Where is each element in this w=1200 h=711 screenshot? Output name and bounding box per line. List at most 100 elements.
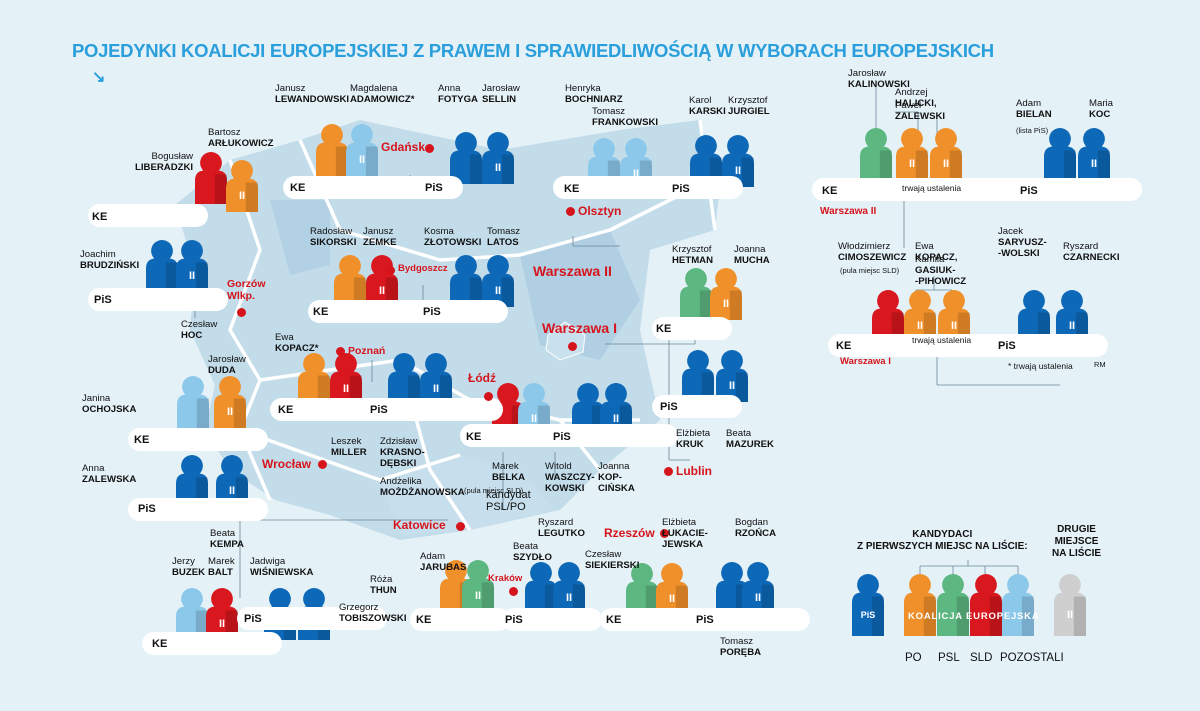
candidate-name: Beata SZYDŁO: [513, 541, 552, 563]
note-pula: (pula miejsc SLD): [840, 266, 900, 275]
ke-label: KE: [564, 183, 580, 195]
candidate-name: Bartosz ARŁUKOWICZ: [208, 127, 274, 149]
last-name: BIELAN: [1016, 109, 1052, 120]
first-name: Henryka: [565, 83, 601, 94]
person-icon: [334, 255, 366, 307]
city-name: Poznań: [348, 345, 386, 357]
second-place-label: II: [566, 592, 572, 604]
person-icon: [177, 376, 209, 428]
first-name: Anna: [82, 463, 105, 474]
last-name: PORĘBA: [720, 647, 762, 658]
candidate-name: Henryka BOCHNIARZ: [565, 83, 623, 105]
legend-title-line: Z PIERWSZYCH MIEJSC NA LIŚCIE:: [857, 541, 1028, 552]
candidate-name: Jacek SARYUSZ- -WOLSKI: [998, 226, 1047, 259]
last-name: LEWANDOWSKI: [275, 94, 350, 105]
first-name: Karol: [689, 95, 712, 106]
person-icon: [970, 574, 1002, 636]
first-name: Jarosław: [848, 68, 886, 79]
ke-label: KE: [656, 323, 672, 335]
candidate-name: Witold WASZCZY- KOWSKI: [545, 461, 595, 494]
last-name: LATOS: [487, 237, 519, 248]
last-name: LIBERADZKI: [135, 162, 194, 173]
city-dot: [566, 207, 575, 216]
ke-label: KE: [416, 614, 432, 626]
first-name: Janina: [82, 393, 111, 404]
last-name: DĘBSKI: [380, 458, 417, 469]
first-name: Bogdan: [735, 517, 769, 528]
note-lista: (lista PiS): [1016, 126, 1049, 135]
candidate-name: Paweł ZALEWSKI: [895, 100, 945, 122]
last-name: ZALEWSKI: [895, 111, 946, 122]
second-place-label: II: [531, 413, 537, 425]
second-place-label: II: [343, 383, 349, 395]
candidate-name: Kamila GASIUK- -PIHOWICZ: [915, 254, 966, 287]
city-name: Gorzów: [227, 278, 266, 290]
first-name: Adam: [1016, 98, 1042, 109]
last-name: BUZEK: [172, 567, 206, 578]
second-place-label: II: [495, 162, 501, 174]
pis-label: PiS: [672, 183, 690, 195]
pis-label: PiS: [553, 431, 571, 443]
candidate-name: Andżelika MOŻDŻANOWSKA: [380, 476, 465, 498]
ke-label: KE: [313, 306, 329, 318]
last-name: ŁUKACIE-: [662, 528, 708, 539]
candidate-name: Krzysztof HETMAN: [672, 244, 713, 266]
last-name: ZEMKE: [363, 237, 397, 248]
city-name: Warszawa II: [533, 263, 612, 279]
city-name: Warszawa II: [820, 206, 877, 217]
candidate-name: Elżbieta KRUK: [676, 428, 710, 450]
last-name: ZALEWSKA: [82, 474, 137, 485]
last-name: FRANKOWSKI: [592, 117, 659, 128]
first-name: Ewa: [275, 332, 294, 343]
legend-item: PO: [905, 652, 922, 664]
city-name: Katowice: [393, 518, 446, 532]
last-name: SZYDŁO: [513, 552, 552, 563]
second-place-label: II: [729, 380, 735, 392]
candidate-name: Zdzisław KRASNO- DĘBSKI: [380, 436, 425, 469]
first-name: Witold: [545, 461, 572, 472]
city-label: Bydgoszcz: [398, 263, 448, 275]
last-name: HETMAN: [672, 255, 714, 266]
second-place-label: II: [755, 592, 761, 604]
first-name: Tomasz: [487, 226, 521, 237]
bar-strip: [652, 317, 732, 340]
candidate-name: Bogusław LIBERADZKI: [135, 151, 193, 173]
city-label: Warszawa II: [820, 206, 876, 218]
first-name: Kamila: [915, 254, 945, 265]
person-icon: II: [482, 132, 514, 184]
last-name: JURGIEL: [728, 106, 770, 117]
first-name: Jerzy: [172, 556, 195, 567]
second-place-label: II: [239, 190, 245, 202]
note-line: PSL/PO: [486, 501, 526, 513]
city-label: Rzeszów: [604, 527, 655, 539]
candidate-name: Radosław SIKORSKI: [310, 226, 356, 248]
last-name: ZŁOTOWSKI: [424, 237, 482, 248]
bar-strip: [128, 498, 268, 521]
city-name: Gdańsk: [381, 140, 426, 154]
person-icon: [298, 353, 330, 405]
candidate-name: Magdalena ADAMOWICZ*: [350, 83, 414, 105]
candidate-name: Anna FOTYGA: [438, 83, 478, 105]
candidate-name: Janusz ZEMKE: [363, 226, 397, 248]
region-shape: [270, 200, 330, 275]
person-icon: II: [896, 128, 928, 180]
city-name: Bydgoszcz: [398, 263, 448, 274]
first-name: Kosma: [424, 226, 454, 237]
candidate-name: Janina OCHOJSKA: [82, 393, 136, 415]
bar-strip: [502, 608, 602, 631]
second-place-label: II: [613, 413, 619, 425]
last-name: ARŁUKOWICZ: [208, 138, 274, 149]
last-name: KEMPA: [210, 539, 244, 550]
person-icon: [1002, 574, 1034, 636]
candidate-name: Maria KOC: [1089, 98, 1113, 120]
south-region: [380, 455, 555, 535]
last-name: FOTYGA: [438, 94, 478, 105]
last-name: CIŃSKA: [598, 483, 635, 494]
note-kandydat: kandydat PSL/PO: [486, 489, 531, 513]
second-place-label: II: [735, 165, 741, 177]
candidate-name: Adam BIELAN: [1016, 98, 1052, 120]
bar-strip: [812, 178, 1142, 201]
second-place-label: II: [917, 320, 923, 332]
ke-label: KE: [466, 431, 482, 443]
bar-strip: [363, 398, 503, 421]
